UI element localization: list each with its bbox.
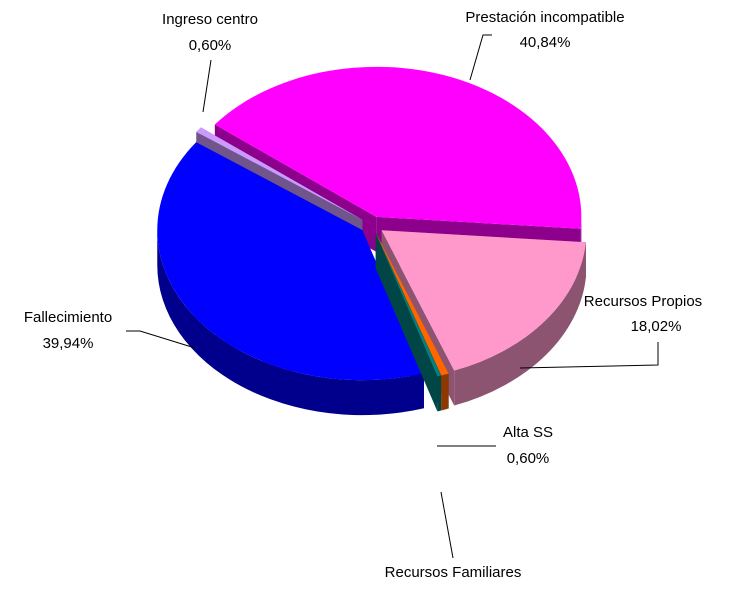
value-label: 40,84% xyxy=(520,34,571,51)
slice xyxy=(381,230,586,371)
slice-side xyxy=(437,375,442,412)
value-label: 18,02% xyxy=(631,318,682,335)
slice-label: Recursos Familiares xyxy=(385,564,522,581)
leader-line xyxy=(202,59,212,113)
slice-label: Prestación incompatible xyxy=(465,9,624,26)
slice-side xyxy=(157,230,424,416)
value-label: 0,60% xyxy=(189,37,232,54)
slice-label: Ingreso centro xyxy=(162,11,258,28)
slice xyxy=(196,127,363,220)
leader-line xyxy=(519,342,659,369)
leader-line xyxy=(126,330,196,349)
leader-line xyxy=(440,491,454,559)
value-label: 39,94% xyxy=(43,335,94,352)
slice xyxy=(375,233,442,377)
slice xyxy=(214,66,582,229)
slice-side xyxy=(375,233,438,412)
slice-label: Recursos Propios xyxy=(584,293,702,310)
leader-line xyxy=(469,34,492,81)
slice-label: Alta SS xyxy=(503,424,553,441)
slice-label: Fallecimiento xyxy=(24,309,112,326)
slice xyxy=(157,142,424,381)
slice xyxy=(376,233,449,376)
value-label: 0,60% xyxy=(507,450,550,467)
slice-side xyxy=(454,242,586,406)
slice-side xyxy=(441,373,449,411)
